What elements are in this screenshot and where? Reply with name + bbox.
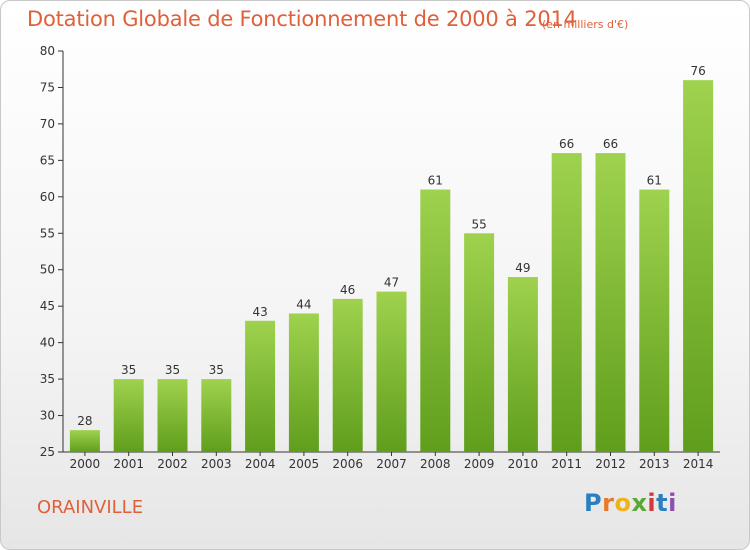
logo-letter: P [584,489,603,517]
bar-2006 [332,298,363,452]
y-tick-label: 80 [40,44,55,58]
chart-title: Dotation Globale de Fonctionnement de 20… [27,7,577,31]
bar-2007 [376,291,407,452]
y-tick-label: 50 [40,263,55,277]
y-tick-label: 30 [40,409,55,423]
x-tick-label-2011: 2011 [551,457,582,471]
bar-2003 [201,379,232,452]
data-label-2008: 61 [428,174,443,188]
x-tick-label-2004: 2004 [245,457,276,471]
data-label-2006: 46 [340,283,355,297]
bar-2009 [464,233,495,452]
bar-2008 [420,189,451,452]
data-label-2013: 61 [647,174,662,188]
proxiti-logo: Proxiti [584,489,677,517]
y-tick-label: 60 [40,190,55,204]
bars [69,80,714,452]
logo-letter: i [647,489,657,517]
data-label-2003: 35 [209,363,224,377]
x-tick-label-2005: 2005 [289,457,320,471]
x-tick-label-2000: 2000 [70,457,101,471]
data-label-2012: 66 [603,137,618,151]
data-label-2007: 47 [384,276,399,290]
y-tick-label: 35 [40,372,55,386]
logo-letter: t [656,489,669,517]
y-tick-label: 75 [40,80,55,94]
x-axis: 2000 2001 2002 2003 2004 2005 2006 2007 2008 2009… [63,451,720,471]
y-tick-label: 55 [40,226,55,240]
chart-subtitle: (en milliers d'€) [542,18,629,31]
bar-2002 [157,379,188,452]
bar-2001 [113,379,144,452]
data-label-2001: 35 [121,363,136,377]
x-tick-label-2010: 2010 [508,457,539,471]
data-labels: 28 35 35 35 43 44 46 47 61 55 49 66 66 61 76 [77,64,705,428]
x-tick-label-2008: 2008 [420,457,451,471]
x-tick-label-2013: 2013 [639,457,670,471]
bar-2013 [639,189,670,452]
bar-2000 [69,430,100,452]
data-label-2004: 43 [252,305,267,319]
data-label-2014: 76 [690,64,705,78]
logo-letter: i [668,489,677,517]
bar-2005 [288,313,319,452]
y-tick-label: 40 [40,336,55,350]
x-tick-label-2014: 2014 [683,457,714,471]
bar-2014 [683,80,714,452]
logo-letter: o [614,489,632,517]
bar-2004 [245,320,276,452]
data-label-2002: 35 [165,363,180,377]
data-label-2010: 49 [515,261,530,275]
x-tick-label-2002: 2002 [157,457,188,471]
y-tick-label: 65 [40,153,55,167]
logo-letter: r [602,489,615,517]
commune-name: ORAINVILLE [37,497,144,518]
x-tick-label-2003: 2003 [201,457,232,471]
data-label-2009: 55 [471,217,486,231]
y-tick-label: 45 [40,299,55,313]
x-tick-label-2009: 2009 [464,457,495,471]
y-tick-label: 70 [40,117,55,131]
x-tick-label-2006: 2006 [332,457,363,471]
x-tick-label-2007: 2007 [376,457,407,471]
y-tick-label: 25 [40,445,55,459]
bar-2012 [595,153,626,452]
data-label-2005: 44 [296,297,311,311]
logo-letter: x [631,489,648,517]
data-label-2000: 28 [77,414,92,428]
x-tick-label-2012: 2012 [595,457,626,471]
bar-2010 [507,277,538,452]
y-axis: 25 30 35 40 45 50 55 60 65 70 75 80 [40,44,64,459]
data-label-2011: 66 [559,137,574,151]
x-tick-label-2001: 2001 [113,457,144,471]
bar-2011 [551,153,582,452]
